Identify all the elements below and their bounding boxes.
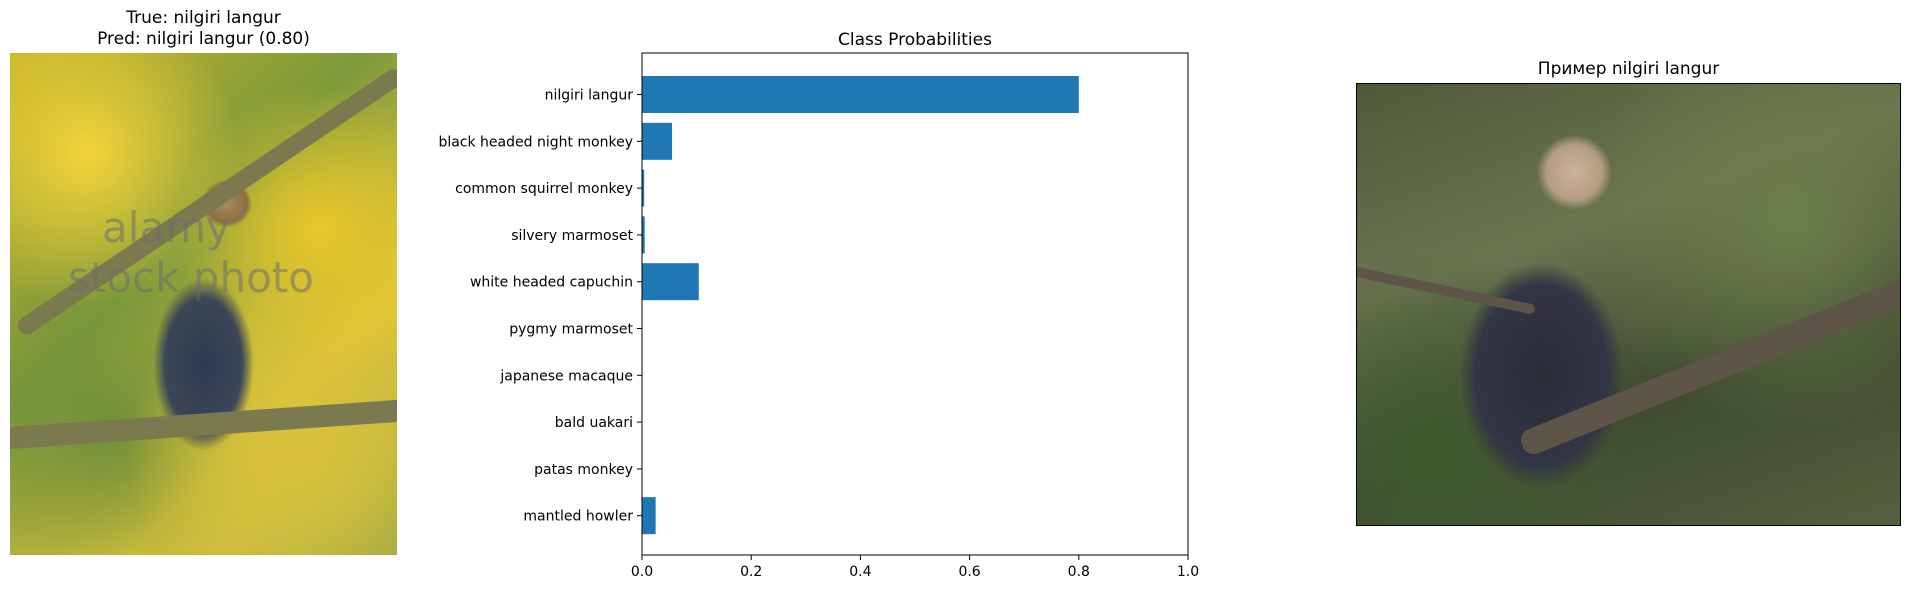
category-label: bald uakari bbox=[555, 415, 633, 431]
category-label: japanese macaque bbox=[499, 368, 633, 384]
x-tick-label: 0.6 bbox=[958, 564, 980, 580]
example-image bbox=[1356, 83, 1901, 526]
right-title: Пример nilgiri langur bbox=[1537, 59, 1720, 79]
x-tick-label: 0.8 bbox=[1068, 564, 1090, 580]
bar-common-squirrel-monkey bbox=[642, 169, 645, 207]
bar-white-headed-capuchin bbox=[642, 263, 699, 301]
category-label: mantled howler bbox=[523, 509, 633, 525]
bar-silvery-marmoset bbox=[642, 216, 645, 254]
chart-title: Class Probabilities bbox=[838, 30, 992, 50]
bars-group bbox=[642, 76, 1079, 535]
watermark-line2: stock photo bbox=[68, 253, 314, 302]
x-tick-label: 0.2 bbox=[740, 564, 762, 580]
bar-mantled-howler bbox=[642, 497, 656, 535]
category-label: patas monkey bbox=[534, 462, 633, 478]
category-label: black headed night monkey bbox=[438, 134, 633, 150]
watermark-line1: alamy bbox=[102, 203, 231, 252]
left-title-line2: Pred: nilgiri langur (0.80) bbox=[97, 29, 310, 49]
category-label: pygmy marmoset bbox=[509, 322, 633, 338]
category-label: common squirrel monkey bbox=[455, 181, 633, 197]
test-image: alamy stock photo bbox=[10, 53, 397, 555]
branch-right bbox=[1517, 276, 1900, 458]
x-ticks: 0.0 0.2 0.4 0.6 0.8 1.0 bbox=[631, 555, 1199, 580]
category-label: nilgiri langur bbox=[545, 88, 634, 104]
branch-left bbox=[1357, 263, 1536, 315]
x-tick-label: 0.4 bbox=[849, 564, 871, 580]
category-label: white headed capuchin bbox=[470, 275, 633, 291]
bar-black-headed-night-monkey bbox=[642, 122, 673, 160]
bar-nilgiri-langur bbox=[642, 76, 1079, 113]
left-title-line1: True: nilgiri langur bbox=[126, 8, 281, 28]
axes-frame bbox=[641, 52, 1189, 556]
x-tick-label: 0.0 bbox=[631, 564, 653, 580]
category-labels: nilgiri langur black headed night monkey c… bbox=[438, 88, 642, 525]
category-label: silvery marmoset bbox=[511, 228, 633, 244]
x-tick-label: 1.0 bbox=[1177, 564, 1199, 580]
